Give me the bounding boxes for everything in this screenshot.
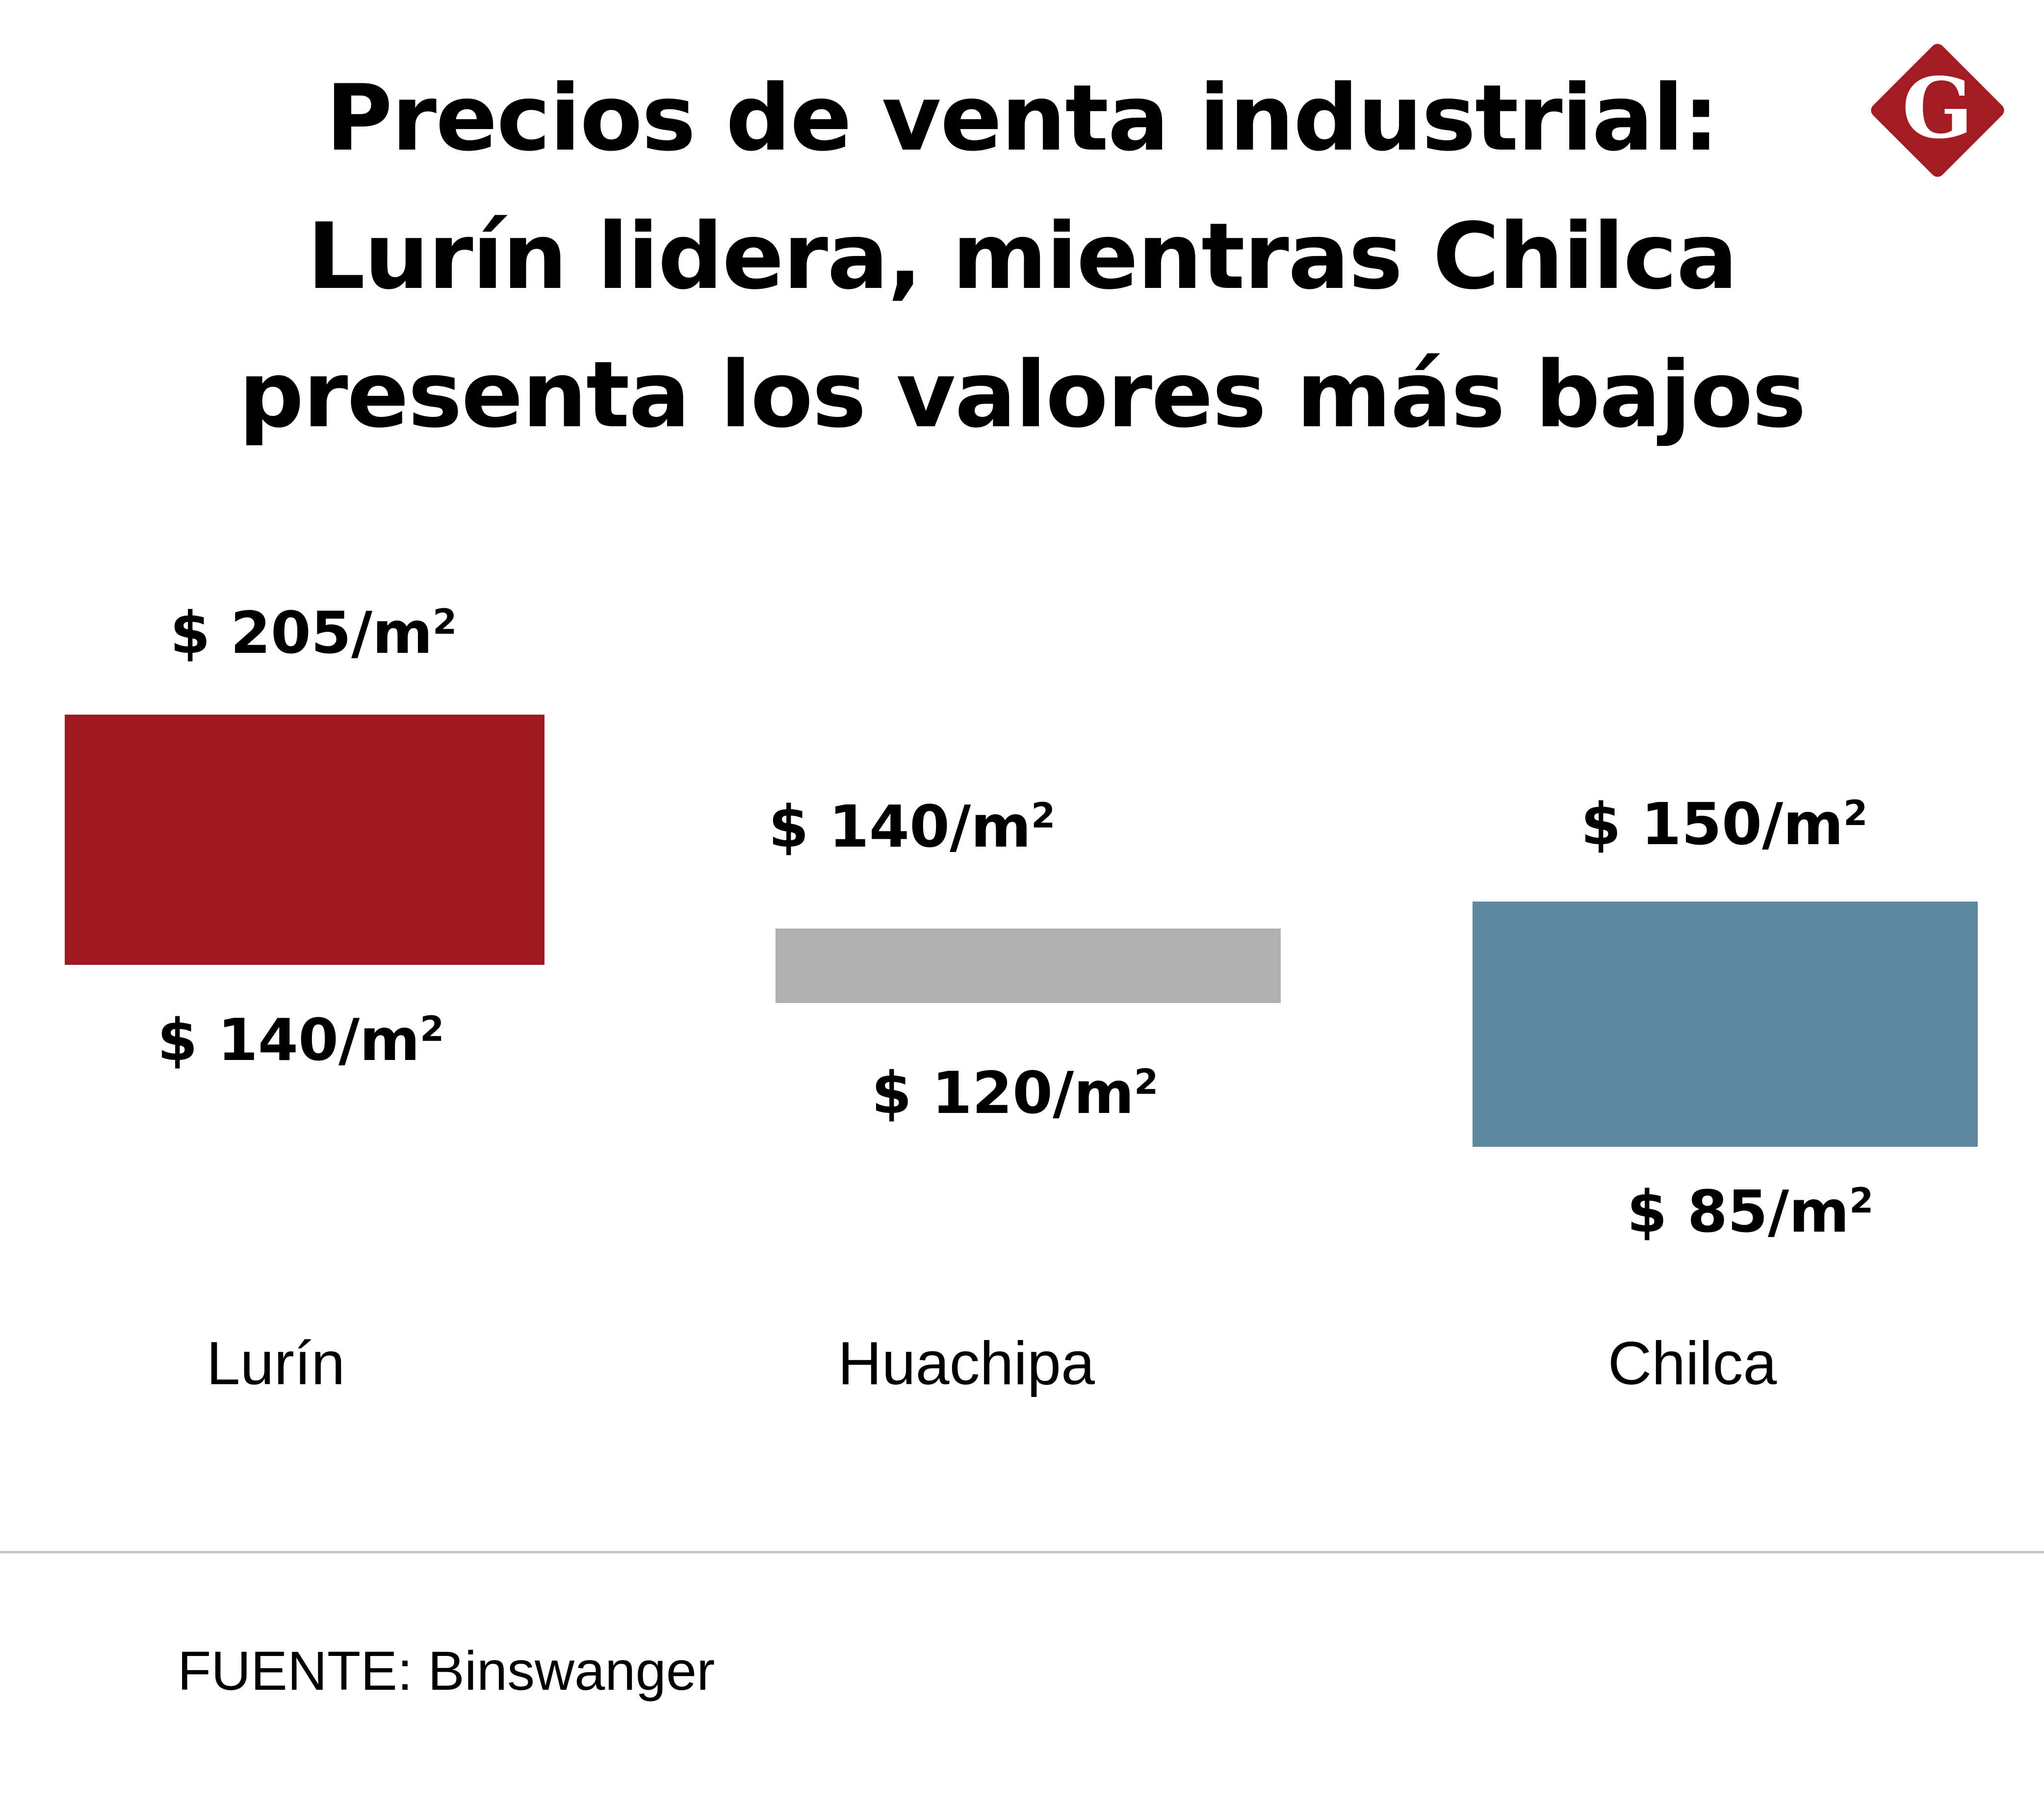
high-value-label: $ 150/m2 [1580,790,1868,858]
chart-title-line-1: Precios de venta industrial: [326,65,1719,171]
source-note: FUENTE: Binswanger [178,1640,715,1702]
category-label: Chilca [1607,1330,1777,1397]
range-bar-lurn [65,715,544,965]
logo-letter: G [1902,59,1973,157]
chart-title: Precios de venta industrial: Lurín lider… [0,49,2044,464]
range-bar-chilca [1473,902,1978,1147]
low-value-label: $ 120/m2 [871,1059,1159,1127]
category-label: Lurín [206,1330,345,1397]
range-bar-huachipa [776,929,1281,1003]
high-value-label: $ 140/m2 [768,793,1056,860]
low-value-label: $ 140/m2 [157,1006,444,1074]
low-value-label: $ 85/m2 [1627,1178,1874,1245]
g-diamond-logo-icon: G [1871,44,2004,177]
footer-divider [0,1551,2044,1553]
chart-title-line-2: Lurín lidera, mientras Chilca [307,203,1738,310]
logo-diamond [1871,44,2004,177]
category-label: Huachipa [838,1330,1095,1397]
chart-title-line-3: presenta los valores más bajos [238,341,1807,448]
high-value-label: $ 205/m2 [170,599,457,667]
